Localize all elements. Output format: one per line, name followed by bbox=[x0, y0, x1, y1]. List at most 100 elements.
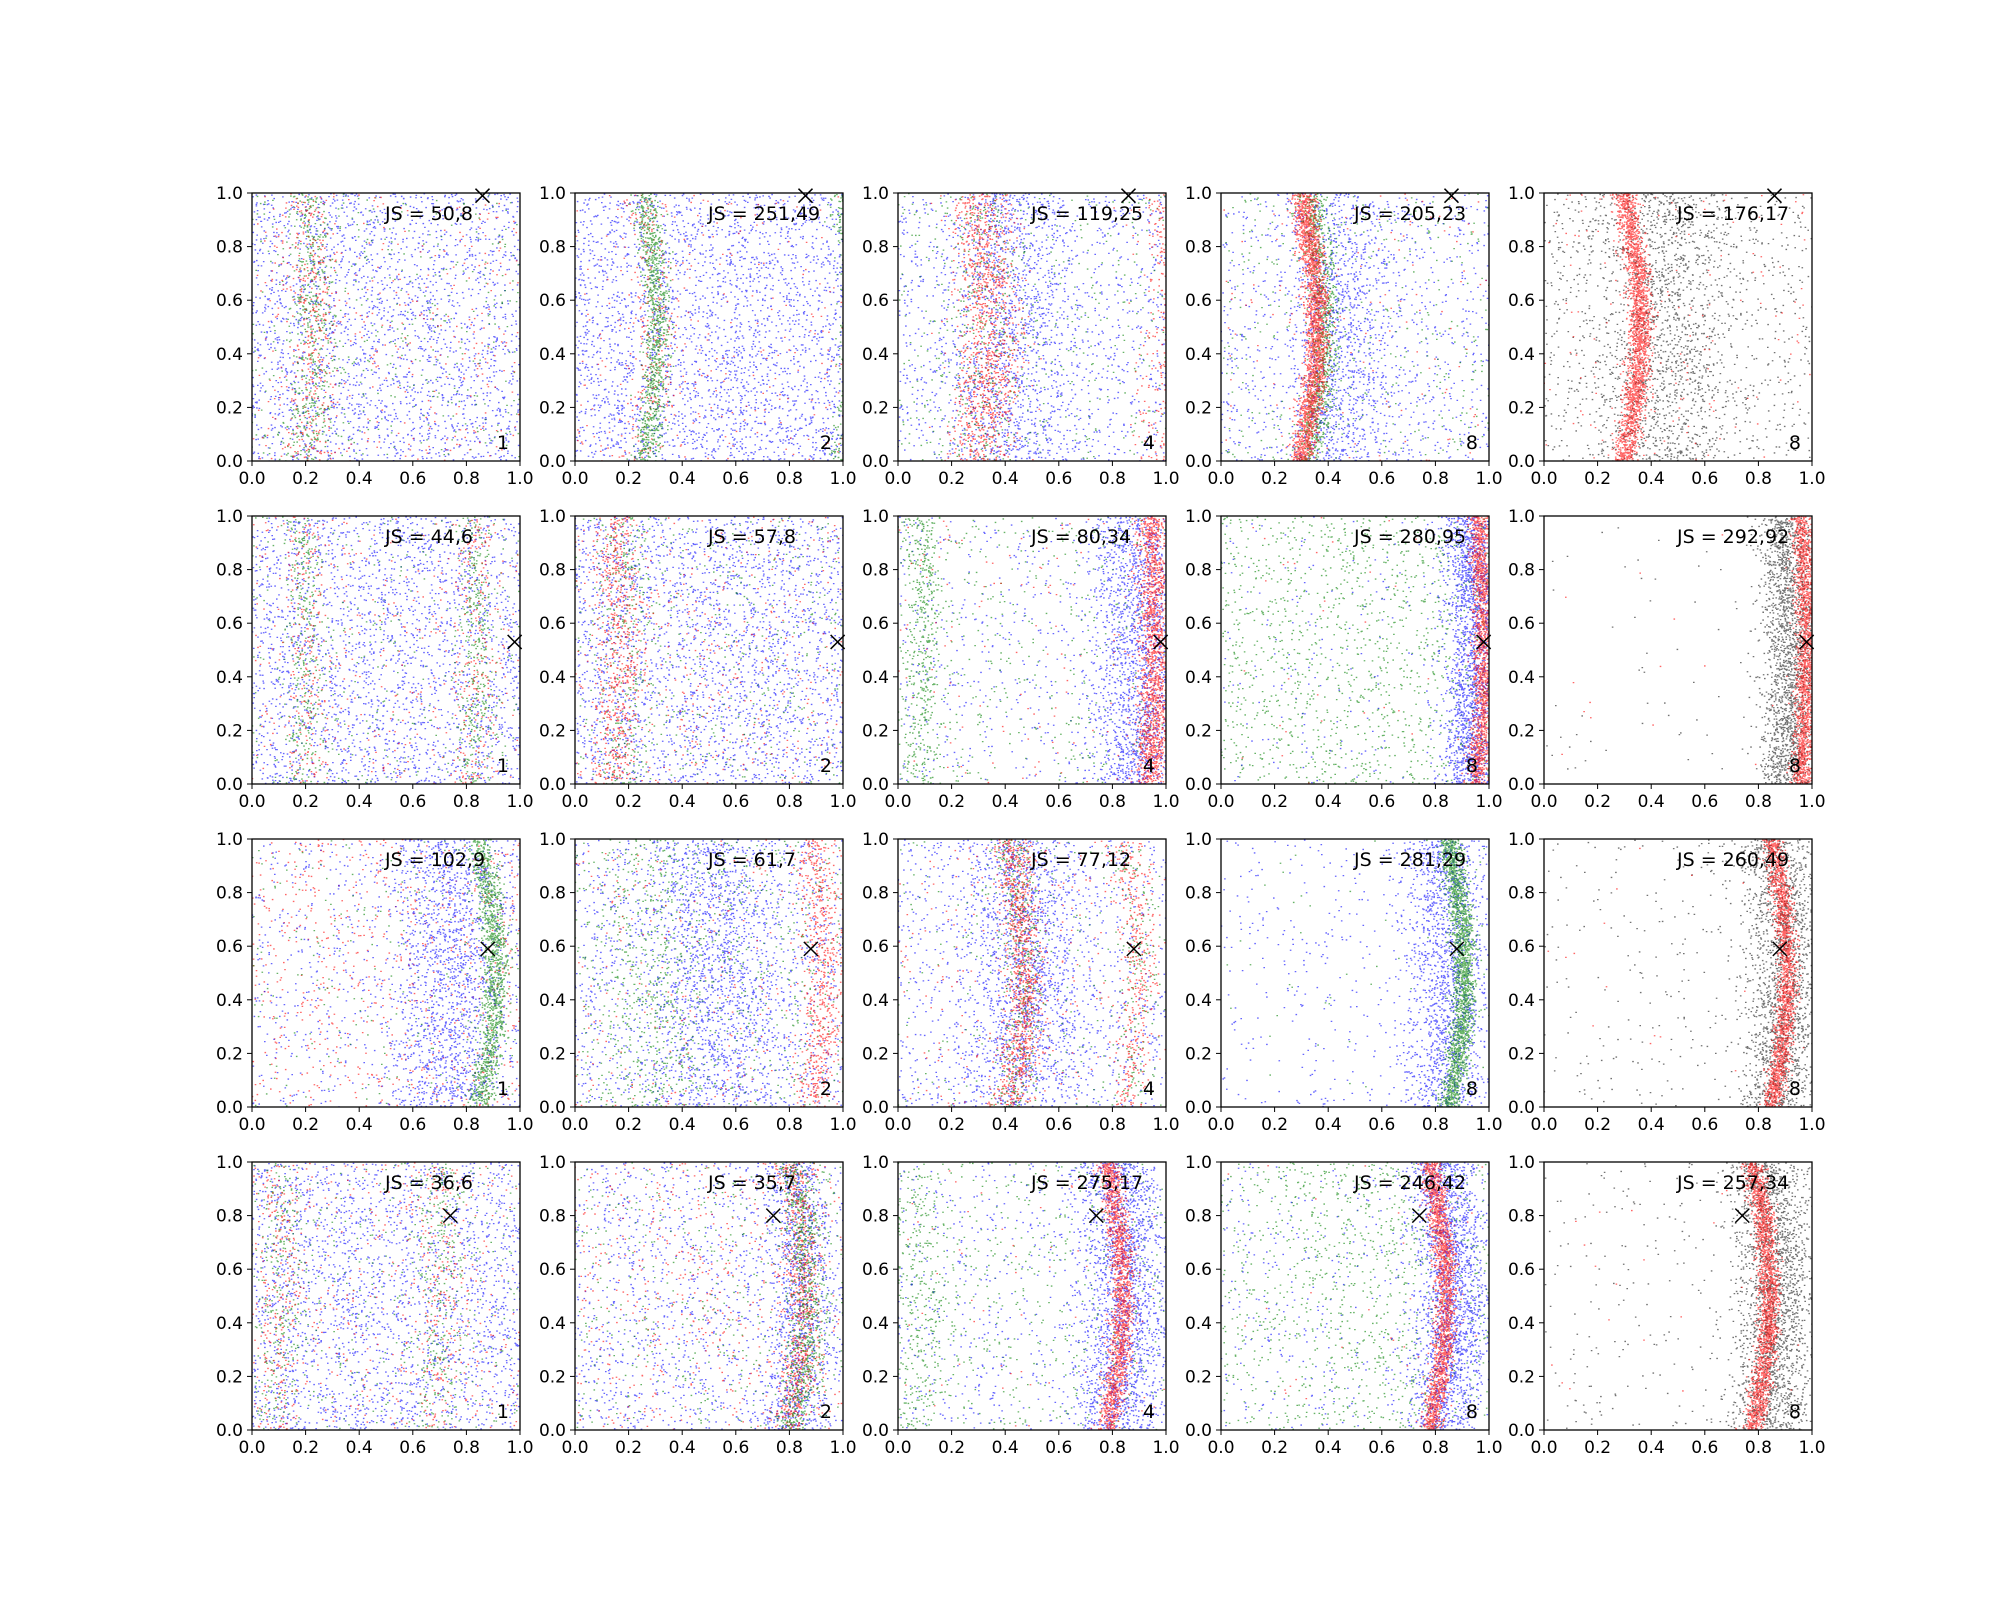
x-tick-label: 1.0 bbox=[1475, 469, 1502, 489]
y-tick-label: 0.6 bbox=[539, 937, 566, 957]
k-annotation: 8 bbox=[1466, 1078, 1478, 1100]
js-annotation: JS = 35,7 bbox=[707, 1172, 796, 1194]
x-tick-label: 0.0 bbox=[1207, 1115, 1234, 1135]
y-tick-label: 0.8 bbox=[1508, 238, 1535, 258]
y-tick-label: 0.0 bbox=[862, 1421, 889, 1441]
x-tick-label: 0.6 bbox=[722, 469, 749, 489]
y-tick-label: 1.0 bbox=[1185, 184, 1212, 204]
y-tick-label: 0.6 bbox=[216, 1260, 243, 1280]
y-tick-label: 0.8 bbox=[1508, 561, 1535, 581]
y-tick-label: 0.4 bbox=[216, 668, 243, 688]
y-tick-label: 0.8 bbox=[862, 1207, 889, 1227]
x-tick-label: 0.6 bbox=[1368, 792, 1395, 812]
k-annotation: 4 bbox=[1143, 1078, 1155, 1100]
x-tick-label: 0.4 bbox=[992, 792, 1019, 812]
x-tick-label: 0.4 bbox=[1638, 469, 1665, 489]
k-annotation: 1 bbox=[497, 1078, 509, 1100]
y-tick-label: 0.2 bbox=[216, 721, 243, 741]
y-tick-label: 0.0 bbox=[1508, 1098, 1535, 1118]
js-annotation: JS = 57,8 bbox=[707, 526, 796, 548]
js-annotation: JS = 292,92 bbox=[1676, 526, 1789, 548]
y-tick-label: 0.4 bbox=[539, 668, 566, 688]
js-annotation: JS = 36,6 bbox=[384, 1172, 473, 1194]
js-annotation: JS = 280,95 bbox=[1353, 526, 1466, 548]
y-tick-label: 0.8 bbox=[1185, 561, 1212, 581]
x-tick-label: 0.8 bbox=[776, 1438, 803, 1458]
y-tick-label: 0.2 bbox=[1185, 398, 1212, 418]
x-tick-label: 0.2 bbox=[938, 1438, 965, 1458]
k-annotation: 8 bbox=[1789, 432, 1801, 454]
x-tick-label: 0.0 bbox=[884, 1115, 911, 1135]
x-tick-label: 0.8 bbox=[453, 469, 480, 489]
x-tick-label: 1.0 bbox=[829, 1115, 856, 1135]
y-tick-label: 0.0 bbox=[1508, 775, 1535, 795]
x-tick-label: 0.6 bbox=[1691, 792, 1718, 812]
x-tick-label: 0.8 bbox=[1422, 1115, 1449, 1135]
y-tick-label: 1.0 bbox=[1185, 507, 1212, 527]
x-tick-label: 0.4 bbox=[1315, 1115, 1342, 1135]
x-tick-label: 0.4 bbox=[1315, 469, 1342, 489]
y-tick-label: 0.0 bbox=[539, 452, 566, 472]
x-tick-label: 0.8 bbox=[776, 792, 803, 812]
y-tick-label: 0.0 bbox=[862, 452, 889, 472]
y-tick-label: 0.8 bbox=[1185, 238, 1212, 258]
y-tick-label: 0.6 bbox=[862, 614, 889, 634]
y-tick-label: 1.0 bbox=[539, 507, 566, 527]
y-tick-label: 0.4 bbox=[216, 345, 243, 365]
x-tick-label: 1.0 bbox=[829, 469, 856, 489]
x-tick-label: 0.8 bbox=[453, 1438, 480, 1458]
x-tick-label: 0.4 bbox=[669, 792, 696, 812]
y-tick-label: 0.6 bbox=[862, 291, 889, 311]
x-tick-label: 1.0 bbox=[1798, 1438, 1825, 1458]
x-tick-label: 0.6 bbox=[399, 469, 426, 489]
k-annotation: 2 bbox=[820, 755, 832, 777]
x-tick-label: 0.2 bbox=[938, 469, 965, 489]
x-tick-label: 0.8 bbox=[453, 792, 480, 812]
k-annotation: 8 bbox=[1789, 755, 1801, 777]
x-tick-label: 1.0 bbox=[1152, 792, 1179, 812]
y-tick-label: 0.2 bbox=[539, 398, 566, 418]
x-tick-label: 0.6 bbox=[1045, 1115, 1072, 1135]
x-tick-label: 0.2 bbox=[1584, 792, 1611, 812]
y-tick-label: 0.0 bbox=[216, 1098, 243, 1118]
x-tick-label: 0.6 bbox=[1045, 792, 1072, 812]
js-annotation: JS = 251,49 bbox=[707, 203, 820, 225]
x-tick-label: 0.6 bbox=[1691, 1115, 1718, 1135]
y-tick-label: 0.6 bbox=[1185, 937, 1212, 957]
k-annotation: 8 bbox=[1466, 1401, 1478, 1423]
x-tick-label: 0.8 bbox=[1099, 1438, 1126, 1458]
x-tick-label: 0.8 bbox=[1745, 1438, 1772, 1458]
y-tick-label: 0.0 bbox=[862, 1098, 889, 1118]
y-tick-label: 0.2 bbox=[1508, 1367, 1535, 1387]
x-tick-label: 1.0 bbox=[1475, 1438, 1502, 1458]
y-tick-label: 0.4 bbox=[862, 668, 889, 688]
y-tick-label: 1.0 bbox=[862, 184, 889, 204]
x-tick-label: 0.8 bbox=[1745, 469, 1772, 489]
js-annotation: JS = 275,17 bbox=[1030, 1172, 1143, 1194]
k-annotation: 2 bbox=[820, 1401, 832, 1423]
y-tick-label: 1.0 bbox=[862, 830, 889, 850]
x-tick-label: 0.4 bbox=[1638, 792, 1665, 812]
y-tick-label: 0.0 bbox=[1185, 775, 1212, 795]
y-tick-label: 0.8 bbox=[539, 884, 566, 904]
x-tick-label: 1.0 bbox=[506, 1438, 533, 1458]
y-tick-label: 0.6 bbox=[1508, 937, 1535, 957]
x-tick-label: 1.0 bbox=[506, 1115, 533, 1135]
y-tick-label: 0.8 bbox=[862, 884, 889, 904]
x-tick-label: 0.8 bbox=[776, 469, 803, 489]
x-tick-label: 0.2 bbox=[615, 1115, 642, 1135]
x-tick-label: 0.0 bbox=[238, 469, 265, 489]
y-tick-label: 0.2 bbox=[1185, 1367, 1212, 1387]
x-tick-label: 0.2 bbox=[292, 1438, 319, 1458]
y-tick-label: 0.6 bbox=[862, 1260, 889, 1280]
x-tick-label: 0.4 bbox=[346, 1115, 373, 1135]
y-tick-label: 0.4 bbox=[1185, 668, 1212, 688]
y-tick-label: 0.8 bbox=[216, 561, 243, 581]
y-tick-label: 0.0 bbox=[1508, 1421, 1535, 1441]
x-tick-label: 0.0 bbox=[884, 1438, 911, 1458]
x-tick-label: 1.0 bbox=[1152, 1115, 1179, 1135]
x-tick-label: 0.0 bbox=[561, 1438, 588, 1458]
x-tick-label: 0.6 bbox=[399, 1438, 426, 1458]
x-tick-label: 0.2 bbox=[615, 469, 642, 489]
